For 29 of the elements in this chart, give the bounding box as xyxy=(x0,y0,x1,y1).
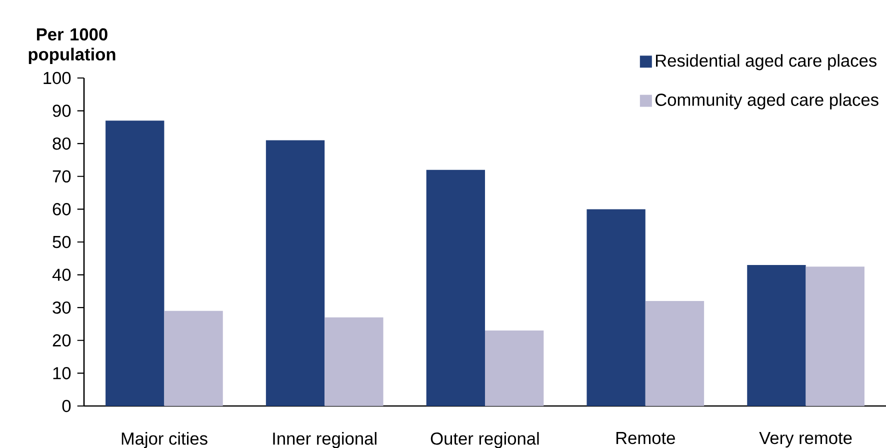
y-tick-label: 70 xyxy=(52,170,71,183)
x-tick-label: Inner regional xyxy=(273,432,376,448)
y-tick-label: 10 xyxy=(53,367,71,380)
y-tick-label: 50 xyxy=(52,236,71,248)
x-tick-label: Very remote xyxy=(759,432,852,448)
bar xyxy=(266,140,325,406)
y-tick-label: 0 xyxy=(62,400,71,412)
legend-label: Community aged care places xyxy=(655,93,878,110)
y-axis-title: Per 1000 population xyxy=(28,28,116,64)
bar xyxy=(164,310,223,406)
bar xyxy=(645,301,704,406)
bar xyxy=(484,330,544,406)
y-tick-label: 90 xyxy=(52,104,71,117)
y-tick-label: 60 xyxy=(52,203,71,216)
x-tick-label: Major cities xyxy=(122,432,208,448)
y-tick-label: 20 xyxy=(52,334,71,347)
bar xyxy=(806,266,864,406)
legend-label: Residential aged care places xyxy=(656,54,876,70)
bar xyxy=(106,120,164,406)
y-tick-label: 80 xyxy=(52,137,71,150)
y-tick-label: 100 xyxy=(44,72,71,84)
y-tick-label: 40 xyxy=(52,268,71,281)
bar xyxy=(747,264,806,406)
bar xyxy=(586,209,646,406)
x-tick-label: Remote xyxy=(616,432,675,444)
x-tick-label: Outer regional xyxy=(430,432,539,448)
bar xyxy=(324,317,384,406)
y-tick-label: 30 xyxy=(52,301,71,314)
bar xyxy=(426,170,485,406)
